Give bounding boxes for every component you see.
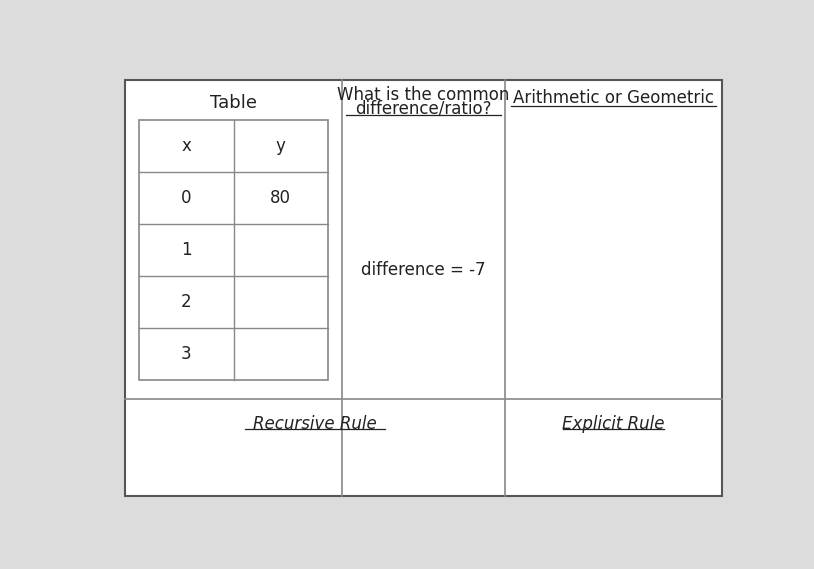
Bar (139, 120, 328, 380)
Text: y: y (276, 137, 286, 155)
Text: 0: 0 (181, 189, 191, 207)
Text: Explicit Rule: Explicit Rule (562, 415, 664, 433)
Text: Arithmetic or Geometric: Arithmetic or Geometric (513, 89, 714, 107)
Text: difference/ratio?: difference/ratio? (355, 100, 492, 118)
Text: difference = -7: difference = -7 (361, 261, 486, 279)
Text: 1: 1 (181, 241, 191, 259)
Text: 3: 3 (181, 345, 191, 363)
Text: 80: 80 (270, 189, 291, 207)
Text: x: x (182, 137, 191, 155)
Text: What is the common: What is the common (337, 86, 510, 104)
Text: 2: 2 (181, 293, 191, 311)
Text: Recursive Rule: Recursive Rule (253, 415, 377, 433)
Text: Table: Table (210, 94, 257, 112)
